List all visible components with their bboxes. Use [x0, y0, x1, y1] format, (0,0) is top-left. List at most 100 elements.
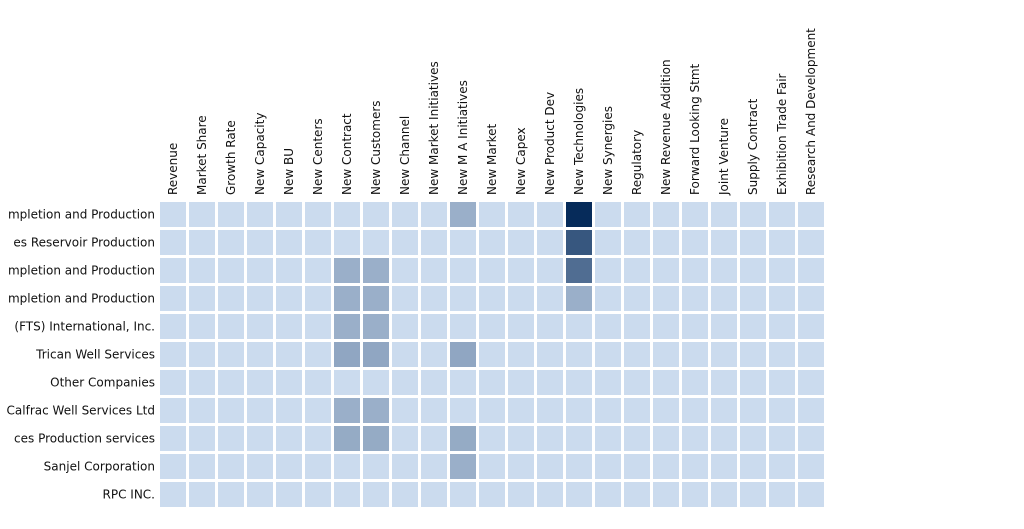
- heatmap-cell: [276, 286, 302, 311]
- column-label: Joint Venture: [717, 118, 731, 196]
- heatmap-cell: [798, 202, 824, 227]
- heatmap-cell: [479, 426, 505, 451]
- heatmap-cell: [450, 258, 476, 283]
- heatmap-cell: [450, 398, 476, 423]
- heatmap-cell: [247, 230, 273, 255]
- heatmap-cell: [276, 454, 302, 479]
- heatmap-cell: [537, 482, 563, 507]
- heatmap-cell: [508, 398, 534, 423]
- heatmap-cell: [798, 286, 824, 311]
- heatmap-cell: [769, 202, 795, 227]
- heatmap-cell: [711, 342, 737, 367]
- heatmap-cell: [421, 202, 447, 227]
- heatmap-cell: [160, 482, 186, 507]
- heatmap-cell: [189, 398, 215, 423]
- heatmap-cell: [305, 342, 331, 367]
- heatmap-cell: [595, 370, 621, 395]
- heatmap-cell: [624, 286, 650, 311]
- heatmap-cell: [769, 258, 795, 283]
- heatmap-cell: [653, 314, 679, 339]
- heatmap-cell: [276, 202, 302, 227]
- heatmap-cells: [160, 202, 824, 507]
- column-label: Revenue: [166, 143, 180, 195]
- heatmap-cell: [392, 370, 418, 395]
- heatmap-cell: [682, 230, 708, 255]
- heatmap-cell: [769, 230, 795, 255]
- heatmap-cell: [160, 202, 186, 227]
- heatmap-cell: [798, 230, 824, 255]
- heatmap-cell: [595, 482, 621, 507]
- heatmap-cell: [624, 230, 650, 255]
- row-label: RPC INC.: [103, 488, 155, 502]
- heatmap-cell: [740, 398, 766, 423]
- heatmap-cell: [624, 314, 650, 339]
- heatmap-cell: [769, 426, 795, 451]
- heatmap-cell: [479, 230, 505, 255]
- heatmap-cell: [595, 258, 621, 283]
- heatmap-cell: [392, 398, 418, 423]
- heatmap-cell: [682, 482, 708, 507]
- heatmap-cell: [189, 482, 215, 507]
- heatmap-cell: [653, 202, 679, 227]
- heatmap-cell: [653, 370, 679, 395]
- heatmap-cell: [595, 230, 621, 255]
- row-label: mpletion and Production: [8, 292, 155, 306]
- heatmap-cell: [363, 482, 389, 507]
- heatmap-cell: [160, 286, 186, 311]
- row-label: Trican Well Services: [35, 348, 155, 362]
- heatmap-cell: [218, 454, 244, 479]
- column-label: Regulatory: [630, 130, 644, 195]
- heatmap-cell: [189, 230, 215, 255]
- heatmap-cell: [769, 482, 795, 507]
- heatmap-cell: [305, 482, 331, 507]
- heatmap-cell: [798, 482, 824, 507]
- heatmap-cell: [305, 258, 331, 283]
- heatmap-cell: [334, 286, 360, 311]
- heatmap-cell: [566, 482, 592, 507]
- heatmap-cell: [711, 230, 737, 255]
- heatmap-cell: [305, 202, 331, 227]
- row-labels: mpletion and Production es Reservoir Prod…: [7, 208, 155, 502]
- heatmap-cell: [421, 482, 447, 507]
- row-label: mpletion and Production: [8, 208, 155, 222]
- column-label: New M A Initiatives: [456, 80, 470, 195]
- heatmap-cell: [740, 454, 766, 479]
- heatmap-cell: [305, 314, 331, 339]
- heatmap-cell: [653, 398, 679, 423]
- heatmap-cell: [334, 426, 360, 451]
- heatmap-cell: [421, 258, 447, 283]
- heatmap-cell: [334, 202, 360, 227]
- heatmap-cell: [334, 342, 360, 367]
- heatmap-cell: [218, 398, 244, 423]
- column-label: Growth Rate: [224, 120, 238, 195]
- heatmap-cell: [479, 286, 505, 311]
- heatmap-cell: [334, 482, 360, 507]
- heatmap-cell: [421, 342, 447, 367]
- heatmap-cell: [711, 426, 737, 451]
- heatmap-cell: [537, 342, 563, 367]
- heatmap-cell: [247, 286, 273, 311]
- row-label: Calfrac Well Services Ltd: [7, 404, 155, 418]
- heatmap-cell: [769, 286, 795, 311]
- column-label: New Market Initiatives: [427, 61, 441, 195]
- heatmap-cell: [798, 314, 824, 339]
- heatmap-cell: [450, 426, 476, 451]
- column-label: New Synergies: [601, 106, 615, 195]
- heatmap-cell: [160, 342, 186, 367]
- heatmap-cell: [421, 286, 447, 311]
- heatmap-cell: [392, 314, 418, 339]
- heatmap-cell: [450, 314, 476, 339]
- heatmap-cell: [798, 258, 824, 283]
- column-label: Exhibition Trade Fair: [775, 73, 789, 195]
- heatmap-cell: [711, 454, 737, 479]
- heatmap-cell: [276, 370, 302, 395]
- heatmap-cell: [218, 314, 244, 339]
- heatmap-cell: [334, 314, 360, 339]
- heatmap-cell: [566, 230, 592, 255]
- heatmap-cell: [392, 454, 418, 479]
- heatmap-cell: [566, 258, 592, 283]
- heatmap-cell: [160, 398, 186, 423]
- heatmap-cell: [537, 370, 563, 395]
- heatmap-cell: [392, 286, 418, 311]
- column-label: New Market: [485, 123, 499, 195]
